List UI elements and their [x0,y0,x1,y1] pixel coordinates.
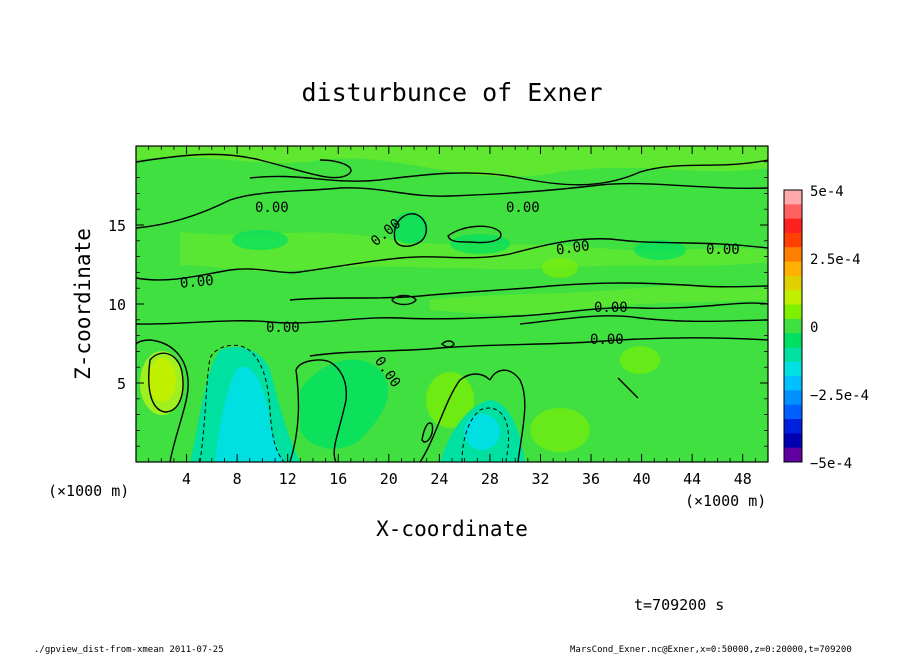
contour-label: 0.00 [255,200,289,216]
contour-label: 0.00 [179,273,214,292]
contour-lines [136,153,768,462]
colorbar-frame [783,189,803,463]
x-tick-label: 44 [683,470,701,488]
y-axis-title: Z-coordinate [71,228,95,380]
colorbar-swatch [784,347,802,363]
negative-contours [199,344,510,462]
colorbar-swatch [784,390,802,406]
y-tick-label: 15 [108,217,126,235]
colorbar [784,190,802,463]
footer-left: ./gpview_dist-from-xmean 2011-07-25 [34,645,224,654]
x-tick-label: 24 [430,470,448,488]
x-tick-label: 16 [329,470,347,488]
contour-label: 0.00 [555,238,591,259]
footer-right: MarsCond_Exner.nc@Exner,x=0:50000,z=0:20… [570,645,852,654]
colorbar-swatch [784,318,802,334]
y-axis: 5 10 15 [108,161,768,447]
colorbar-swatch [784,404,802,420]
contour-label: 0.00 [266,320,300,336]
x-tick-label: 36 [582,470,600,488]
heatmap-field [136,146,768,462]
colorbar-label-lower: −2.5e-4 [810,388,869,404]
x-tick-label: 40 [633,470,651,488]
y-tick-label: 10 [108,296,126,314]
x-unit-label-left: (×1000 m) [48,482,129,500]
colorbar-label-min: −5e-4 [810,456,852,472]
colorbar-swatch [784,261,802,277]
colorbar-swatch [784,361,802,377]
colorbar-swatch [784,204,802,220]
colorbar-swatch [784,232,802,248]
colorbar-swatch [784,190,802,205]
colorbar-swatch [784,304,802,320]
colorbar-label-max: 5e-4 [810,184,844,200]
colorbar-swatch [784,376,802,391]
x-unit-label-right: (×1000 m) [685,492,766,510]
contour-label: 0.00 [594,300,628,316]
x-tick-label: 48 [734,470,752,488]
colorbar-swatch [784,419,802,434]
x-tick-label: 12 [279,470,297,488]
colorbar-swatch [784,290,802,306]
x-axis-title: X-coordinate [376,517,528,541]
time-annotation: t=709200 s [634,596,724,614]
colorbar-swatch [784,433,802,449]
contour-label: 0.00 [706,242,740,258]
colorbar-swatch [784,275,802,291]
colorbar-swatch [784,218,802,234]
y-tick-label: 5 [117,375,126,393]
colorbar-swatch [784,447,802,463]
x-tick-label: 32 [531,470,549,488]
contour-label: 0.00 [506,200,540,216]
colorbar-swatch [784,247,802,263]
x-tick-label: 20 [380,470,398,488]
chart-title: disturbunce of Exner [301,78,602,107]
colorbar-swatch [784,333,802,348]
colorbar-labels: 5e-4 2.5e-4 0 −2.5e-4 −5e-4 [810,184,869,472]
colorbar-label-upper: 2.5e-4 [810,252,861,268]
colorbar-label-zero: 0 [810,320,818,336]
x-tick-label: 4 [182,470,191,488]
x-axis: 4 8 12 16 20 24 28 32 36 40 44 48 [148,146,756,488]
x-tick-label: 8 [233,470,242,488]
x-tick-label: 28 [481,470,499,488]
contour-label: 0.00 [590,332,624,348]
